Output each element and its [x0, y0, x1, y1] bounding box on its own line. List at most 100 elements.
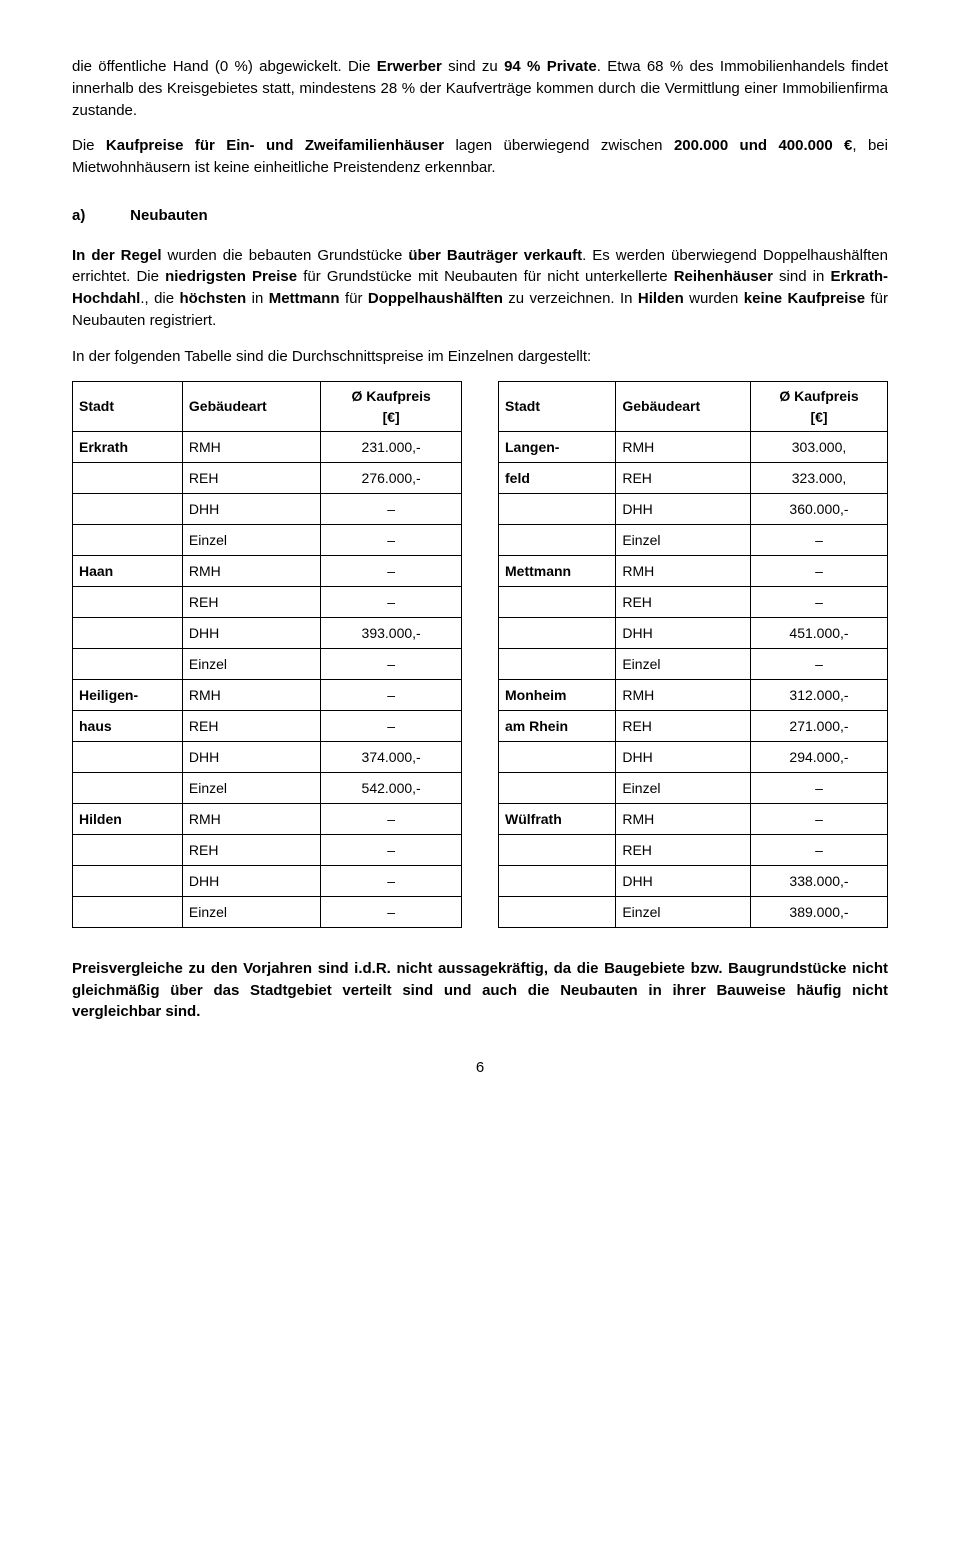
text: Ø Kaufpreis [779, 388, 858, 404]
cell-city [499, 896, 616, 927]
table-row: HaanRMH– [73, 555, 462, 586]
cell-price: 294.000,- [751, 741, 888, 772]
table-row: DHH374.000,- [73, 741, 462, 772]
cell-city: Heiligen- [73, 679, 183, 710]
tables-container: Stadt Gebäudeart Ø Kaufpreis [€] Erkrath… [72, 381, 888, 928]
cell-city [73, 834, 183, 865]
cell-price: – [321, 710, 462, 741]
cell-ga: RMH [182, 679, 320, 710]
table-row: MettmannRMH– [499, 555, 888, 586]
cell-ga: Einzel [616, 524, 751, 555]
text-bold: Kaufpreise für Ein- und Zweifamilienhäus… [106, 137, 444, 154]
cell-ga: RMH [182, 803, 320, 834]
cell-ga: RMH [616, 555, 751, 586]
table-row: MonheimRMH312.000,- [499, 679, 888, 710]
table-row: Einzel– [499, 524, 888, 555]
table-row: DHH– [73, 865, 462, 896]
cell-ga: RMH [616, 679, 751, 710]
cell-city [499, 493, 616, 524]
cell-city [73, 648, 183, 679]
cell-city: Wülfrath [499, 803, 616, 834]
cell-city [73, 865, 183, 896]
text-bold: keine Kaufpreise [744, 290, 865, 307]
cell-price: 542.000,- [321, 772, 462, 803]
col-gebaeudeart: Gebäudeart [182, 382, 320, 432]
cell-city [499, 741, 616, 772]
text-bold: Erwerber [377, 58, 442, 75]
cell-city [499, 617, 616, 648]
cell-price: 338.000,- [751, 865, 888, 896]
cell-ga: REH [616, 462, 751, 493]
price-table-left: Stadt Gebäudeart Ø Kaufpreis [€] Erkrath… [72, 381, 462, 928]
text: zu verzeichnen. In [503, 290, 638, 307]
text-bold: Reihenhäuser [674, 268, 773, 285]
cell-price: 312.000,- [751, 679, 888, 710]
cell-price: 231.000,- [321, 431, 462, 462]
paragraph-5: Preisvergleiche zu den Vorjahren sind i.… [72, 958, 888, 1023]
price-table-right: Stadt Gebäudeart Ø Kaufpreis [€] Langen-… [498, 381, 888, 928]
cell-ga: Einzel [182, 896, 320, 927]
cell-ga: DHH [182, 617, 320, 648]
table-row: HildenRMH– [73, 803, 462, 834]
cell-ga: Einzel [182, 648, 320, 679]
table-row: Heiligen-RMH– [73, 679, 462, 710]
cell-city: Erkrath [73, 431, 183, 462]
cell-price: – [751, 772, 888, 803]
cell-city: haus [73, 710, 183, 741]
cell-ga: DHH [616, 865, 751, 896]
text-bold: Preisvergleiche zu den Vorjahren sind i.… [72, 960, 888, 1021]
col-kaufpreis: Ø Kaufpreis [€] [321, 382, 462, 432]
table-row: feldREH323.000, [499, 462, 888, 493]
cell-price: – [321, 493, 462, 524]
table-row: Einzel389.000,- [499, 896, 888, 927]
cell-price: – [751, 648, 888, 679]
cell-city: feld [499, 462, 616, 493]
text: ., die [140, 290, 179, 307]
cell-price: – [321, 834, 462, 865]
cell-ga: Einzel [616, 648, 751, 679]
cell-ga: Einzel [616, 896, 751, 927]
cell-ga: REH [182, 586, 320, 617]
cell-price: – [321, 865, 462, 896]
table-row: DHH393.000,- [73, 617, 462, 648]
cell-city [499, 524, 616, 555]
cell-city [73, 462, 183, 493]
cell-ga: RMH [616, 431, 751, 462]
cell-ga: REH [616, 586, 751, 617]
text-bold: über Bauträger verkauft [408, 247, 582, 264]
table-row: DHH338.000,- [499, 865, 888, 896]
cell-city [499, 648, 616, 679]
cell-city [73, 524, 183, 555]
cell-price: – [751, 803, 888, 834]
text: [€] [810, 409, 827, 425]
cell-city: Haan [73, 555, 183, 586]
paragraph-2: Die Kaufpreise für Ein- und Zweifamilien… [72, 135, 888, 179]
table-header-row: Stadt Gebäudeart Ø Kaufpreis [€] [499, 382, 888, 432]
cell-price: 389.000,- [751, 896, 888, 927]
table-row: REH276.000,- [73, 462, 462, 493]
text: die öffentliche Hand (0 %) abgewickelt. … [72, 58, 377, 75]
text: für Grundstücke mit Neubauten für nicht … [297, 268, 674, 285]
cell-ga: DHH [182, 741, 320, 772]
text: wurden [684, 290, 744, 307]
text: [€] [383, 409, 400, 425]
cell-city [499, 586, 616, 617]
table-row: am RheinREH271.000,- [499, 710, 888, 741]
cell-city: Langen- [499, 431, 616, 462]
table-row: Einzel– [499, 772, 888, 803]
text-bold: 200.000 und 400.000 € [674, 137, 852, 154]
cell-price: – [321, 896, 462, 927]
cell-ga: REH [616, 710, 751, 741]
table-row: DHH294.000,- [499, 741, 888, 772]
table-row: REH– [73, 834, 462, 865]
cell-price: – [321, 803, 462, 834]
cell-price: – [751, 555, 888, 586]
cell-ga: RMH [182, 431, 320, 462]
table-row: Einzel542.000,- [73, 772, 462, 803]
table-row: hausREH– [73, 710, 462, 741]
page-number: 6 [72, 1057, 888, 1079]
cell-price: 271.000,- [751, 710, 888, 741]
cell-price: – [321, 555, 462, 586]
cell-ga: Einzel [182, 524, 320, 555]
section-title: Neubauten [130, 207, 208, 224]
